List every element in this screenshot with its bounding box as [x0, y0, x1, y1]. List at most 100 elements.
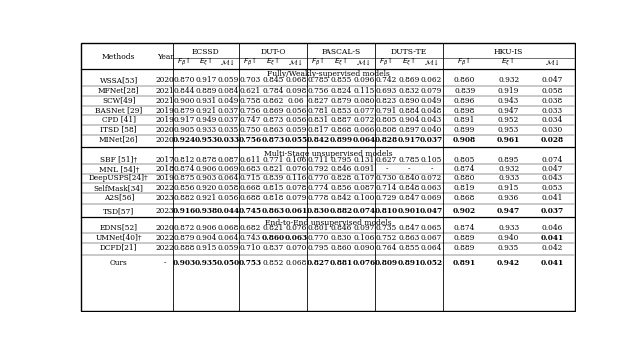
Text: 0.077: 0.077 [353, 106, 374, 114]
Text: $\mathcal{M}$↓: $\mathcal{M}$↓ [424, 57, 439, 66]
Text: 0.764: 0.764 [376, 244, 397, 252]
Text: $\mathcal{M}$↓: $\mathcal{M}$↓ [545, 57, 560, 66]
Text: 0.917: 0.917 [397, 136, 420, 144]
Text: $F_\beta$↑: $F_\beta$↑ [311, 56, 326, 68]
Text: 2020: 2020 [156, 136, 175, 144]
Text: 0.852: 0.852 [262, 259, 284, 267]
Text: 0.889: 0.889 [454, 244, 476, 252]
Text: 0.897: 0.897 [398, 126, 420, 134]
Text: 0.792: 0.792 [308, 165, 329, 173]
Text: 0.856: 0.856 [173, 184, 195, 192]
Text: 0.817: 0.817 [308, 126, 329, 134]
Text: 0.840: 0.840 [398, 174, 420, 182]
Text: 0.096: 0.096 [353, 77, 374, 84]
Text: 0.808: 0.808 [376, 126, 397, 134]
Text: 0.688: 0.688 [239, 194, 261, 202]
Text: 0.064: 0.064 [353, 136, 376, 144]
Text: 0.064: 0.064 [217, 233, 239, 242]
Text: 0.098: 0.098 [285, 86, 307, 95]
Text: 0.933: 0.933 [498, 224, 519, 232]
Text: 0.037: 0.037 [420, 136, 443, 144]
Text: 0.055: 0.055 [284, 136, 307, 144]
Text: $E_\xi$↑: $E_\xi$↑ [266, 56, 280, 68]
Text: 0.839: 0.839 [262, 174, 284, 182]
Text: 0.115: 0.115 [353, 86, 374, 95]
Text: 0.042: 0.042 [542, 244, 563, 252]
Text: 0.074: 0.074 [353, 208, 376, 215]
Text: 0.906: 0.906 [195, 165, 216, 173]
Text: 0.839: 0.839 [454, 86, 476, 95]
Text: 0.791: 0.791 [376, 106, 397, 114]
Text: 0.952: 0.952 [498, 116, 519, 124]
Text: 0.920: 0.920 [195, 184, 216, 192]
Text: 0.715: 0.715 [239, 174, 261, 182]
Text: 2019: 2019 [156, 174, 175, 182]
Text: 0.821: 0.821 [262, 224, 284, 232]
Text: 0.809: 0.809 [375, 259, 398, 267]
Text: SelfMask[34]: SelfMask[34] [94, 184, 144, 192]
Text: DeepUSPS[24]†: DeepUSPS[24]† [89, 174, 148, 182]
Text: 0.714: 0.714 [376, 184, 397, 192]
Text: 0.847: 0.847 [398, 194, 420, 202]
Text: WSSA[53]: WSSA[53] [100, 77, 138, 84]
Text: 0.037: 0.037 [217, 116, 239, 124]
Text: 0.815: 0.815 [262, 184, 284, 192]
Text: 0.069: 0.069 [420, 194, 442, 202]
Text: 0.795: 0.795 [330, 156, 352, 164]
Text: 0.052: 0.052 [420, 259, 443, 267]
Text: 0.898: 0.898 [454, 106, 476, 114]
Text: $E_\xi$↑: $E_\xi$↑ [402, 56, 416, 68]
Text: 0.033: 0.033 [542, 106, 563, 114]
Text: Fully/Weakly-supervised models: Fully/Weakly-supervised models [267, 70, 389, 78]
Text: 0.730: 0.730 [376, 174, 397, 182]
Text: 0.770: 0.770 [308, 233, 329, 242]
Text: 0.745: 0.745 [239, 208, 262, 215]
Text: 2020: 2020 [156, 77, 175, 84]
Text: 0.868: 0.868 [330, 126, 352, 134]
Text: 0.819: 0.819 [454, 184, 476, 192]
Text: 0.933: 0.933 [498, 174, 519, 182]
Text: 0.06: 0.06 [287, 97, 304, 105]
Text: 0.874: 0.874 [454, 224, 476, 232]
Text: 0.828: 0.828 [375, 136, 398, 144]
Text: 0.079: 0.079 [285, 194, 307, 202]
Text: 0.904: 0.904 [195, 233, 216, 242]
Text: $E_\xi$↑: $E_\xi$↑ [501, 56, 516, 68]
Text: 0.917: 0.917 [195, 77, 216, 84]
Text: 0.889: 0.889 [454, 233, 476, 242]
Text: 0.058: 0.058 [542, 86, 563, 95]
Text: 0.061: 0.061 [284, 208, 307, 215]
Text: MFNet[28]: MFNet[28] [98, 86, 140, 95]
Text: 0.770: 0.770 [308, 174, 329, 182]
Text: DUTS-TE: DUTS-TE [391, 48, 427, 56]
Text: 2022: 2022 [156, 233, 175, 242]
Text: 0.037: 0.037 [541, 208, 564, 215]
Text: 0.863: 0.863 [398, 233, 420, 242]
Text: SCW[49]: SCW[49] [102, 97, 136, 105]
Text: 0.064: 0.064 [217, 174, 239, 182]
Text: 0.919: 0.919 [498, 86, 519, 95]
Text: $\mathcal{M}$↓: $\mathcal{M}$↓ [288, 57, 303, 66]
Text: 0.068: 0.068 [285, 77, 307, 84]
Text: 0.030: 0.030 [542, 126, 563, 134]
Text: 0.891: 0.891 [454, 116, 476, 124]
Text: 0.063: 0.063 [284, 233, 307, 242]
Text: 0.771: 0.771 [262, 156, 284, 164]
Text: 0.758: 0.758 [239, 97, 261, 105]
Text: 0.105: 0.105 [420, 156, 442, 164]
Text: 0.711: 0.711 [308, 156, 329, 164]
Text: 0.047: 0.047 [542, 77, 563, 84]
Text: 0.904: 0.904 [398, 116, 420, 124]
Text: 2022: 2022 [156, 184, 175, 192]
Text: 0.889: 0.889 [195, 86, 216, 95]
Text: 0.830: 0.830 [307, 208, 330, 215]
Text: 0.935: 0.935 [498, 244, 519, 252]
Text: 0.906: 0.906 [195, 224, 216, 232]
Text: 0.896: 0.896 [454, 97, 476, 105]
Text: 0.870: 0.870 [173, 77, 195, 84]
Text: MNL [54]†: MNL [54]† [99, 165, 139, 173]
Text: -: - [164, 259, 166, 267]
Text: 0.884: 0.884 [398, 106, 420, 114]
Text: UMNet[40]†: UMNet[40]† [95, 233, 142, 242]
Text: $F_\beta$↑: $F_\beta$↑ [380, 56, 394, 68]
